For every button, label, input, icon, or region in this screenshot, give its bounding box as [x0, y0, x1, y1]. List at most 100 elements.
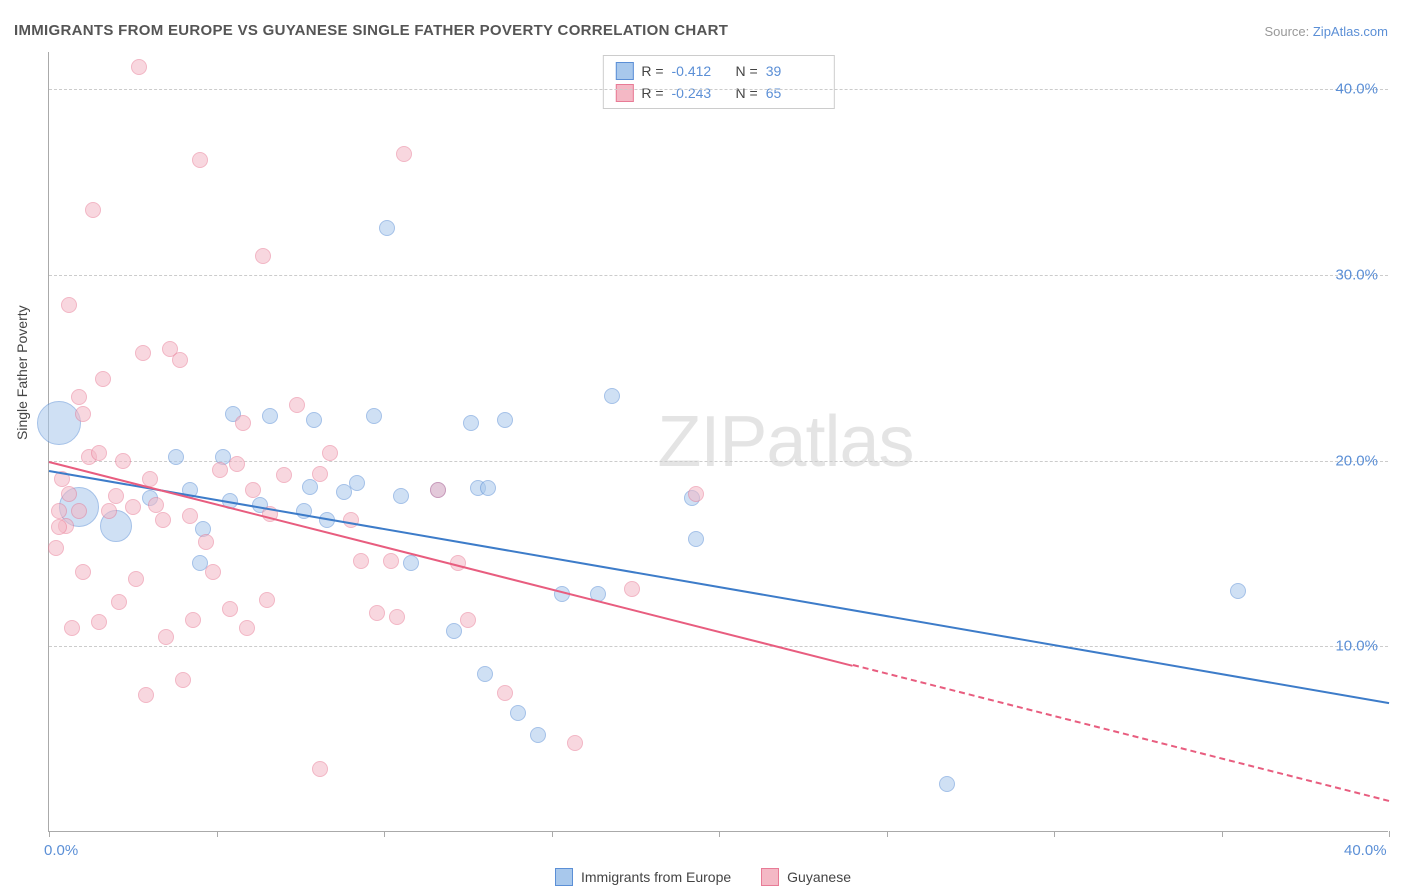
scatter-point	[446, 623, 462, 639]
scatter-point	[61, 297, 77, 313]
scatter-point	[155, 512, 171, 528]
r-label: R =	[641, 85, 663, 101]
n-label: N =	[736, 63, 758, 79]
trend-line	[49, 470, 1389, 704]
scatter-point	[185, 612, 201, 628]
r-value: -0.412	[672, 63, 728, 79]
scatter-point	[131, 59, 147, 75]
scatter-point	[229, 456, 245, 472]
r-label: R =	[641, 63, 663, 79]
scatter-point	[349, 475, 365, 491]
x-tick-label: 40.0%	[1344, 842, 1387, 859]
legend-label: Immigrants from Europe	[581, 869, 731, 885]
x-tick-label: 0.0%	[44, 842, 78, 859]
scatter-point	[148, 497, 164, 513]
scatter-point	[379, 220, 395, 236]
scatter-point	[91, 445, 107, 461]
scatter-point	[64, 620, 80, 636]
x-tick	[49, 831, 50, 837]
scatter-point	[212, 462, 228, 478]
scatter-point	[235, 415, 251, 431]
scatter-point	[125, 499, 141, 515]
scatter-point	[396, 146, 412, 162]
scatter-point	[567, 735, 583, 751]
scatter-point	[101, 503, 117, 519]
x-tick	[887, 831, 888, 837]
scatter-point	[245, 482, 261, 498]
legend-correlation-box: R =-0.412N =39R =-0.243N =65	[602, 55, 834, 109]
scatter-point	[460, 612, 476, 628]
gridline-horizontal	[49, 646, 1388, 647]
chart-title: IMMIGRANTS FROM EUROPE VS GUYANESE SINGL…	[14, 22, 728, 39]
y-tick-label: 20.0%	[1335, 452, 1378, 469]
scatter-point	[48, 540, 64, 556]
legend-stat-row: R =-0.243N =65	[615, 82, 821, 104]
scatter-point	[205, 564, 221, 580]
r-value: -0.243	[672, 85, 728, 101]
gridline-horizontal	[49, 461, 1388, 462]
scatter-point	[85, 202, 101, 218]
x-tick	[1054, 831, 1055, 837]
y-tick-label: 10.0%	[1335, 638, 1378, 655]
scatter-point	[108, 488, 124, 504]
scatter-point	[530, 727, 546, 743]
source-prefix: Source:	[1264, 24, 1312, 39]
source-attribution: Source: ZipAtlas.com	[1264, 24, 1388, 39]
x-tick	[719, 831, 720, 837]
scatter-point	[393, 488, 409, 504]
scatter-point	[61, 486, 77, 502]
x-tick	[1222, 831, 1223, 837]
scatter-point	[75, 564, 91, 580]
scatter-point	[430, 482, 446, 498]
legend-swatch	[615, 84, 633, 102]
scatter-point	[383, 553, 399, 569]
scatter-point	[497, 685, 513, 701]
scatter-point	[51, 503, 67, 519]
scatter-point	[306, 412, 322, 428]
x-tick	[552, 831, 553, 837]
x-tick	[1389, 831, 1390, 837]
scatter-point	[389, 609, 405, 625]
scatter-point	[135, 345, 151, 361]
chart-container: IMMIGRANTS FROM EUROPE VS GUYANESE SINGL…	[0, 0, 1406, 892]
scatter-point	[688, 486, 704, 502]
scatter-point	[477, 666, 493, 682]
scatter-point	[192, 152, 208, 168]
scatter-point	[366, 408, 382, 424]
scatter-point	[138, 687, 154, 703]
scatter-point	[403, 555, 419, 571]
scatter-point	[128, 571, 144, 587]
scatter-point	[688, 531, 704, 547]
legend-swatch	[761, 868, 779, 886]
scatter-point	[939, 776, 955, 792]
scatter-point	[172, 352, 188, 368]
scatter-point	[175, 672, 191, 688]
scatter-point	[480, 480, 496, 496]
scatter-point	[37, 401, 81, 445]
y-tick-label: 30.0%	[1335, 266, 1378, 283]
trend-line-dashed	[853, 665, 1389, 803]
n-label: N =	[736, 85, 758, 101]
watermark: ZIPatlas	[657, 401, 913, 483]
plot-area: ZIPatlas R =-0.412N =39R =-0.243N =65 10…	[48, 52, 1388, 832]
scatter-point	[111, 594, 127, 610]
scatter-point	[262, 408, 278, 424]
gridline-horizontal	[49, 275, 1388, 276]
source-link[interactable]: ZipAtlas.com	[1313, 24, 1388, 39]
legend-swatch	[615, 62, 633, 80]
scatter-point	[276, 467, 292, 483]
scatter-point	[624, 581, 640, 597]
scatter-point	[497, 412, 513, 428]
x-tick	[384, 831, 385, 837]
scatter-point	[255, 248, 271, 264]
scatter-point	[198, 534, 214, 550]
scatter-point	[75, 406, 91, 422]
scatter-point	[322, 445, 338, 461]
y-tick-label: 40.0%	[1335, 81, 1378, 98]
scatter-point	[51, 519, 67, 535]
scatter-point	[289, 397, 305, 413]
legend-item: Guyanese	[761, 868, 851, 886]
legend-label: Guyanese	[787, 869, 851, 885]
scatter-point	[1230, 583, 1246, 599]
scatter-point	[463, 415, 479, 431]
